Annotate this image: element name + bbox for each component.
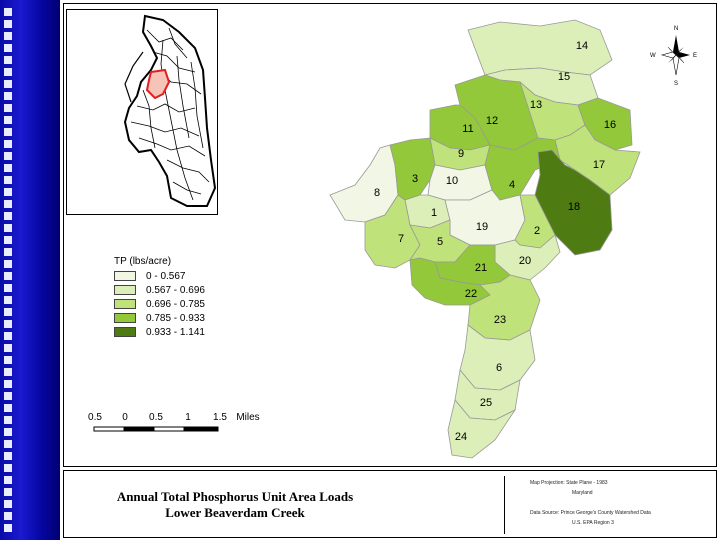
legend-swatch (114, 285, 136, 295)
scale-label-1: 0 (122, 412, 128, 423)
projection-note: Map Projection: State Plane - 1983 (530, 480, 608, 486)
scale-label-0: 0.5 (88, 412, 102, 423)
legend-item: 0.696 - 0.785 (114, 297, 205, 311)
inset-locator-map (66, 9, 218, 215)
slide-side-strip (0, 0, 60, 540)
legend-item: 0 - 0.567 (114, 269, 205, 283)
label-2: 2 (534, 225, 540, 237)
compass-s: S (674, 81, 678, 87)
source-note: Data Source: Prince George's County Wate… (530, 510, 651, 516)
label-16: 16 (604, 119, 616, 131)
legend-label: 0.567 - 0.696 (146, 284, 205, 296)
datum-note: Maryland (572, 490, 593, 496)
scale-label-4: 1.5 (213, 412, 227, 423)
label-24: 24 (455, 431, 467, 443)
label-19: 19 (476, 221, 488, 233)
legend-item: 0.785 - 0.933 (114, 311, 205, 325)
label-22: 22 (465, 288, 477, 300)
legend-swatch (114, 313, 136, 323)
title-box (63, 470, 717, 538)
title-divider (504, 476, 505, 534)
label-1: 1 (431, 207, 437, 219)
legend-label: 0.696 - 0.785 (146, 298, 205, 310)
label-8: 8 (374, 187, 380, 199)
scale-label-2: 0.5 (149, 412, 163, 423)
label-13: 13 (530, 99, 542, 111)
subwatershed-3 (389, 137, 436, 201)
scale-unit: Miles (236, 412, 259, 423)
compass-w: W (650, 53, 656, 59)
label-23: 23 (494, 314, 506, 326)
label-20: 20 (519, 255, 531, 267)
label-9: 9 (458, 148, 464, 160)
label-6: 6 (496, 362, 502, 374)
label-7: 7 (398, 233, 404, 245)
label-21: 21 (475, 262, 487, 274)
legend-swatch (114, 299, 136, 309)
label-17: 17 (593, 159, 605, 171)
label-18: 18 (568, 201, 580, 213)
label-14: 14 (576, 40, 588, 52)
scale-label-3: 1 (185, 412, 191, 423)
agency-note: U.S. EPA Region 3 (572, 520, 614, 526)
legend: TP (lbs/acre) 0 - 0.567 0.567 - 0.696 0.… (114, 256, 205, 339)
label-25: 25 (480, 397, 492, 409)
legend-swatch (114, 271, 136, 281)
legend-label: 0.785 - 0.933 (146, 312, 205, 324)
legend-item: 0.567 - 0.696 (114, 283, 205, 297)
label-4: 4 (509, 179, 515, 191)
legend-item: 0.933 - 1.141 (114, 325, 205, 339)
label-10: 10 (446, 175, 458, 187)
legend-swatch (114, 327, 136, 337)
map-title: Annual Total Phosphorus Unit Area Loads (116, 489, 354, 504)
label-11: 11 (462, 123, 473, 135)
scale-bar: 0.5 0 0.5 1 1.5 Miles (88, 412, 260, 432)
label-12: 12 (486, 115, 498, 127)
legend-label: 0.933 - 1.141 (146, 326, 205, 338)
map-subtitle: Lower Beaverdam Creek (165, 505, 305, 520)
legend-label: 0 - 0.567 (146, 270, 186, 282)
compass-e: E (693, 53, 697, 59)
subwatershed-24 (447, 399, 517, 459)
legend-title: TP (lbs/acre) (114, 256, 172, 267)
compass-rose-icon: N S E W (650, 26, 697, 87)
label-15: 15 (558, 71, 570, 83)
label-3: 3 (412, 173, 418, 185)
compass-n: N (674, 26, 678, 32)
label-5: 5 (437, 236, 443, 248)
subwatershed-14 (467, 19, 613, 76)
